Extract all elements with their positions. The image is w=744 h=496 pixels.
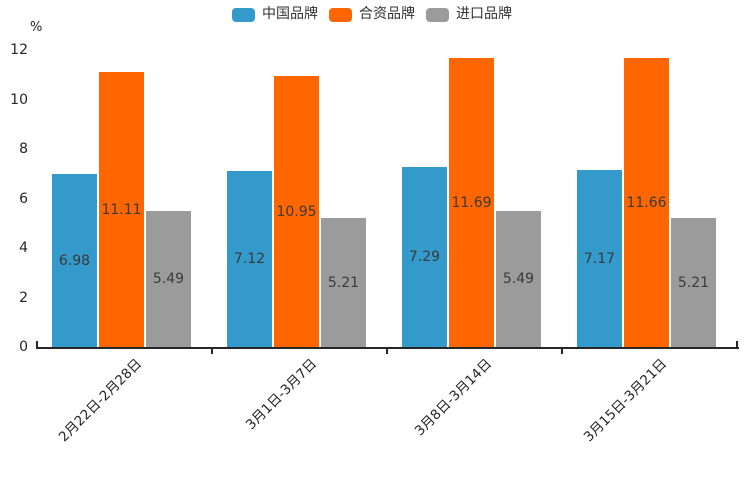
bar-series-3-group-2: 5.21: [321, 218, 366, 347]
y-axis-tick-label-4: 4: [19, 240, 28, 256]
bar-series-3-group-1: 5.49: [146, 211, 191, 347]
legend-item-series-3: 进口品牌: [426, 7, 512, 22]
x-axis-tick-mark: [36, 341, 38, 349]
y-axis-tick-label-6: 6: [19, 190, 28, 207]
bar-series-1-group-1: 6.98: [52, 174, 97, 347]
y-axis-tick-label-10: 10: [10, 91, 28, 108]
bar-value-label: 5.21: [677, 274, 710, 291]
y-axis-tick-label-0: 0: [19, 339, 28, 355]
bar-series-1-group-4: 7.17: [577, 170, 622, 347]
legend-swatch-icon: [426, 7, 449, 22]
x-axis-category-label-2: 3月1日-3月7日: [242, 355, 320, 434]
legend-swatch-icon: [232, 7, 255, 22]
y-axis-unit-label: %: [30, 20, 43, 35]
legend-series-label: 合资品牌: [359, 6, 415, 22]
bar-value-label: 5.49: [502, 271, 535, 287]
bar-series-1-group-3: 7.29: [402, 167, 447, 347]
bar-value-label: 11.11: [101, 201, 142, 218]
bar-value-label: 7.29: [408, 249, 441, 265]
x-axis-tick-mark: [211, 349, 213, 354]
x-axis-tick-mark: [386, 349, 388, 354]
bar-series-3-group-3: 5.49: [496, 211, 541, 347]
bar-series-2-group-4: 11.66: [624, 58, 669, 347]
legend-swatch-icon: [329, 7, 352, 22]
x-axis-category-label-1: 2月22日-2月28日: [55, 355, 145, 446]
x-axis-tick-mark: [561, 349, 563, 354]
x-axis-line: [37, 347, 739, 349]
legend-item-series-1: 中国品牌: [232, 7, 318, 22]
y-axis-tick-label-12: 12: [10, 42, 28, 58]
bar-value-label: 6.98: [58, 252, 91, 269]
bar-value-label: 11.69: [451, 194, 492, 211]
bar-series-1-group-2: 7.12: [227, 171, 272, 347]
y-axis-tick-label-2: 2: [19, 289, 28, 306]
bar-series-2-group-1: 11.11: [99, 72, 144, 347]
bar-value-label: 7.12: [233, 251, 266, 267]
bar-value-label: 7.17: [583, 250, 616, 267]
bar-value-label: 5.49: [152, 271, 185, 287]
bar-series-2-group-2: 10.95: [274, 76, 319, 347]
y-axis-tick-label-8: 8: [19, 141, 28, 157]
bar-series-2-group-3: 11.69: [449, 58, 494, 347]
x-axis-tick-mark: [736, 341, 738, 349]
x-axis-category-label-4: 3月15日-3月21日: [580, 355, 670, 446]
x-axis-category-label-3: 3月8日-3月14日: [411, 355, 495, 440]
bar-value-label: 11.66: [626, 194, 667, 211]
bar-series-3-group-4: 5.21: [671, 218, 716, 347]
legend-item-series-2: 合资品牌: [329, 7, 415, 22]
bar-value-label: 5.21: [327, 274, 360, 291]
legend-series-label: 进口品牌: [456, 6, 512, 22]
bar-value-label: 10.95: [276, 203, 317, 220]
legend-series-label: 中国品牌: [262, 6, 318, 22]
chart-legend: 中国品牌 合资品牌 进口品牌: [0, 7, 744, 22]
